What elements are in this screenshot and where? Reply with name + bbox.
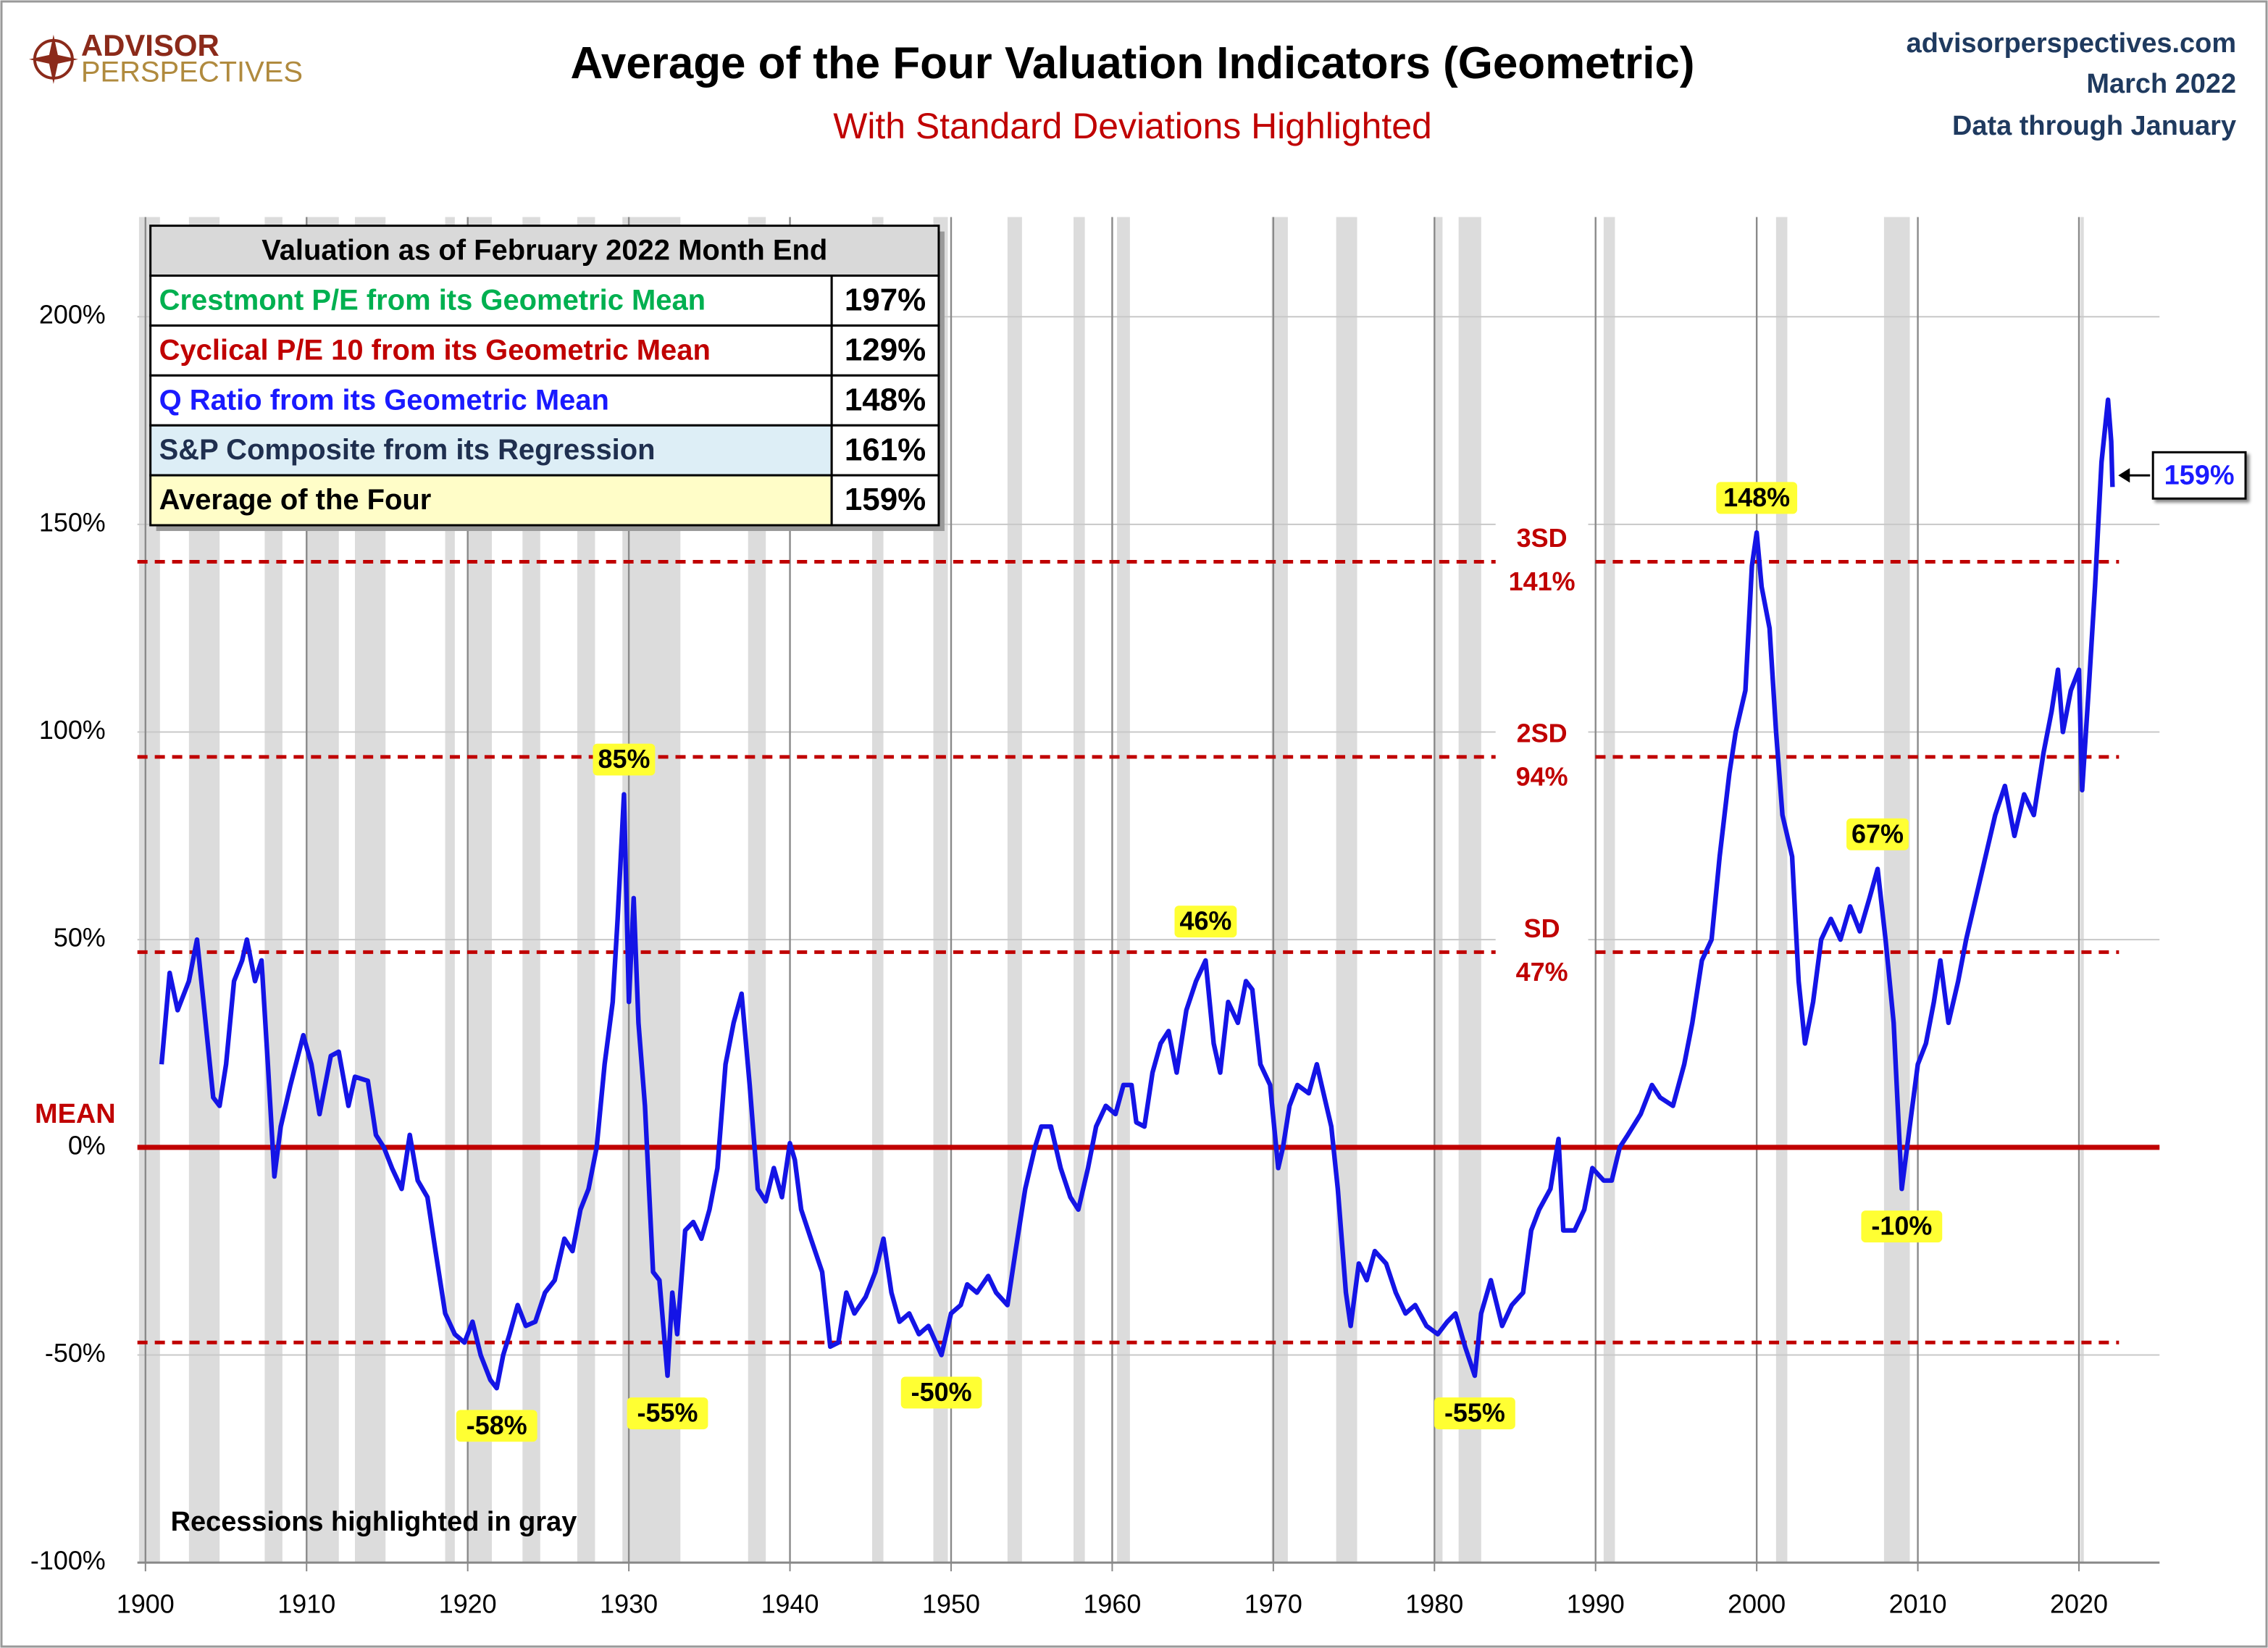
annotation: 148% bbox=[1723, 482, 1790, 512]
recession-band bbox=[2080, 217, 2084, 1563]
x-tick-label: 1960 bbox=[1083, 1589, 1141, 1619]
sd-name: 3SD bbox=[1517, 523, 1568, 553]
chart-subtitle: With Standard Deviations Highlighted bbox=[833, 106, 1432, 146]
table-row-label: Cyclical P/E 10 from its Geometric Mean bbox=[159, 334, 711, 366]
annotation-bg bbox=[900, 1376, 982, 1409]
recession-band bbox=[1117, 217, 1130, 1563]
logo-icon bbox=[28, 34, 78, 84]
sd-label-bg bbox=[1495, 908, 1589, 996]
recession-band bbox=[1775, 217, 1788, 1563]
sd-value: 141% bbox=[1509, 566, 1576, 596]
table-header bbox=[149, 225, 940, 277]
x-tick-label: 1950 bbox=[922, 1589, 980, 1619]
annotation-bg bbox=[1861, 1210, 1943, 1243]
annotation: -55% bbox=[637, 1398, 698, 1428]
logo-text: PERSPECTIVES bbox=[81, 56, 303, 88]
mean-label: MEAN bbox=[35, 1099, 116, 1129]
recession-band bbox=[1271, 217, 1288, 1563]
end-label: 159% bbox=[2164, 460, 2235, 490]
y-tick-label: 150% bbox=[39, 507, 106, 537]
recession-note: Recessions highlighted in gray bbox=[171, 1507, 577, 1537]
x-tick-label: 1910 bbox=[277, 1589, 335, 1619]
x-tick-label: 1930 bbox=[600, 1589, 658, 1619]
table-cell bbox=[830, 374, 940, 427]
x-tick-label: 1970 bbox=[1244, 1589, 1302, 1619]
sd-name: 2SD bbox=[1517, 718, 1568, 748]
sd-name: SD bbox=[1524, 913, 1560, 943]
sd-value: 47% bbox=[1516, 957, 1568, 987]
annotation-bg bbox=[593, 743, 656, 776]
source: advisorperspectives.com bbox=[1907, 28, 2236, 59]
end-label-box bbox=[2151, 451, 2247, 500]
recession-band bbox=[871, 217, 884, 1563]
recession-band bbox=[1603, 217, 1615, 1563]
annotation: -58% bbox=[466, 1410, 527, 1440]
recession-band bbox=[1007, 217, 1022, 1563]
recession-band bbox=[1074, 217, 1085, 1563]
table-row-value: 197% bbox=[845, 283, 926, 318]
y-tick-label: 50% bbox=[54, 923, 106, 953]
x-tick-label: 1900 bbox=[117, 1589, 175, 1619]
data-line bbox=[159, 397, 2115, 1391]
x-tick-label: 1980 bbox=[1405, 1589, 1463, 1619]
table-row-label: Crestmont P/E from its Geometric Mean bbox=[159, 284, 706, 316]
annotation-bg bbox=[1174, 905, 1237, 938]
table-cell bbox=[149, 424, 833, 477]
recession-band bbox=[445, 217, 455, 1563]
chart-title: Average of the Four Valuation Indicators… bbox=[571, 38, 1695, 88]
annotation-bg bbox=[1434, 1397, 1515, 1430]
y-tick-label: -100% bbox=[30, 1546, 106, 1576]
recession-band bbox=[1336, 217, 1357, 1563]
table-cell bbox=[830, 275, 940, 327]
y-tick-label: 200% bbox=[39, 300, 106, 330]
annotation: -55% bbox=[1444, 1398, 1505, 1428]
annotation: 46% bbox=[1179, 906, 1231, 936]
y-tick-label: 0% bbox=[68, 1130, 106, 1160]
data-note: Data through January bbox=[1952, 111, 2236, 141]
table-row-label: S&P Composite from its Regression bbox=[159, 434, 656, 466]
table-row-value: 159% bbox=[845, 482, 926, 517]
sd-label-bg bbox=[1495, 518, 1589, 606]
annotation: -50% bbox=[911, 1377, 972, 1407]
y-tick-label: -50% bbox=[45, 1338, 106, 1368]
annotation-bg bbox=[1846, 818, 1909, 850]
logo-text: ADVISOR bbox=[81, 28, 219, 62]
table-row-value: 129% bbox=[845, 332, 926, 367]
recession-band bbox=[1883, 217, 1910, 1563]
x-tick-label: 2010 bbox=[1889, 1589, 1947, 1619]
recession-band bbox=[1434, 217, 1443, 1563]
x-tick-label: 2020 bbox=[2050, 1589, 2108, 1619]
x-tick-label: 1920 bbox=[439, 1589, 497, 1619]
x-tick-label: 1940 bbox=[761, 1589, 819, 1619]
sd-label-bg bbox=[1495, 713, 1589, 800]
annotation-bg bbox=[456, 1410, 537, 1442]
x-tick-label: 2000 bbox=[1728, 1589, 1786, 1619]
x-tick-label: 1990 bbox=[1567, 1589, 1625, 1619]
sd-value: 94% bbox=[1516, 761, 1568, 791]
table-row-label: Average of the Four bbox=[159, 484, 432, 516]
table-cell bbox=[830, 474, 940, 527]
table-cell bbox=[149, 275, 833, 327]
y-tick-label: 100% bbox=[39, 715, 106, 745]
table-title: Valuation as of February 2022 Month End bbox=[261, 235, 827, 267]
table-row-value: 161% bbox=[845, 432, 926, 467]
end-arrow-head bbox=[2118, 468, 2130, 483]
table-row-value: 148% bbox=[845, 382, 926, 417]
annotation: 67% bbox=[1851, 819, 1904, 848]
annotation-bg bbox=[1716, 482, 1798, 514]
annotation: 85% bbox=[598, 744, 650, 774]
date: March 2022 bbox=[2086, 69, 2236, 99]
table-row-label: Q Ratio from its Geometric Mean bbox=[159, 384, 609, 416]
recession-band bbox=[933, 217, 948, 1563]
annotation: -10% bbox=[1871, 1211, 1932, 1241]
annotation-bg bbox=[627, 1397, 708, 1430]
